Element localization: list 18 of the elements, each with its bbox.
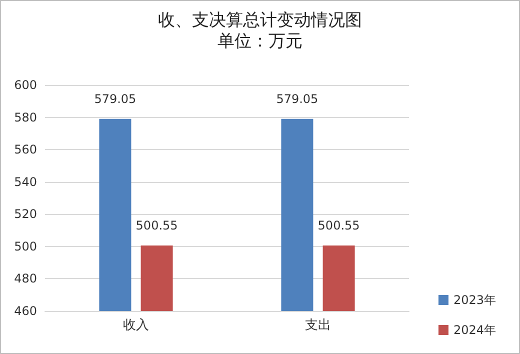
- x-tick-label: 支出: [305, 318, 331, 333]
- chart-subtitle: 单位：万元: [218, 32, 302, 52]
- y-tick-label: 460: [14, 304, 37, 318]
- data-label: 500.55: [318, 218, 360, 233]
- y-tick-label: 580: [14, 110, 37, 124]
- y-tick-label: 600: [14, 78, 37, 92]
- x-tick-label: 收入: [123, 318, 149, 333]
- data-label: 500.55: [136, 218, 178, 233]
- y-tick-label: 540: [14, 174, 37, 189]
- y-tick-label: 520: [14, 207, 37, 222]
- y-tick-label: 480: [14, 272, 37, 286]
- data-label: 579.05: [94, 92, 136, 106]
- y-tick-label: 560: [14, 142, 37, 157]
- chart-title: 收、支决算总计变动情况图: [158, 10, 362, 30]
- legend-label: 2024年: [453, 323, 496, 337]
- legend-label: 2023年: [453, 293, 496, 307]
- y-tick-label: 500: [14, 239, 37, 254]
- data-label: 579.05: [276, 92, 318, 106]
